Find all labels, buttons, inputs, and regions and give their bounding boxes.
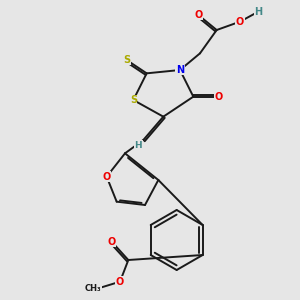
Text: O: O	[236, 17, 244, 27]
Text: O: O	[194, 10, 202, 20]
Text: CH₃: CH₃	[85, 284, 102, 293]
Text: S: S	[123, 55, 130, 65]
Text: O: O	[103, 172, 111, 182]
Text: N: N	[176, 65, 184, 75]
Text: S: S	[130, 95, 137, 105]
Text: H: H	[134, 140, 142, 149]
Text: O: O	[214, 92, 223, 102]
Text: O: O	[116, 277, 124, 287]
Text: H: H	[254, 7, 262, 17]
Text: O: O	[107, 237, 116, 247]
